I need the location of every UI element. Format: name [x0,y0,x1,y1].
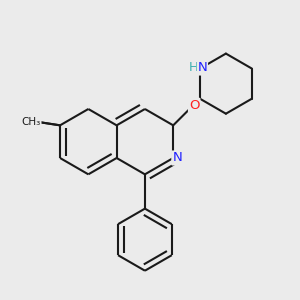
Text: O: O [189,99,200,112]
Text: H: H [189,61,199,74]
Text: CH₃: CH₃ [21,117,41,127]
Text: N: N [197,61,207,74]
Text: N: N [172,152,182,164]
Text: NH: NH [188,61,207,74]
